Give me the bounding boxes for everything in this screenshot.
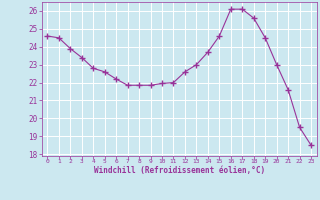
X-axis label: Windchill (Refroidissement éolien,°C): Windchill (Refroidissement éolien,°C)	[94, 166, 265, 175]
